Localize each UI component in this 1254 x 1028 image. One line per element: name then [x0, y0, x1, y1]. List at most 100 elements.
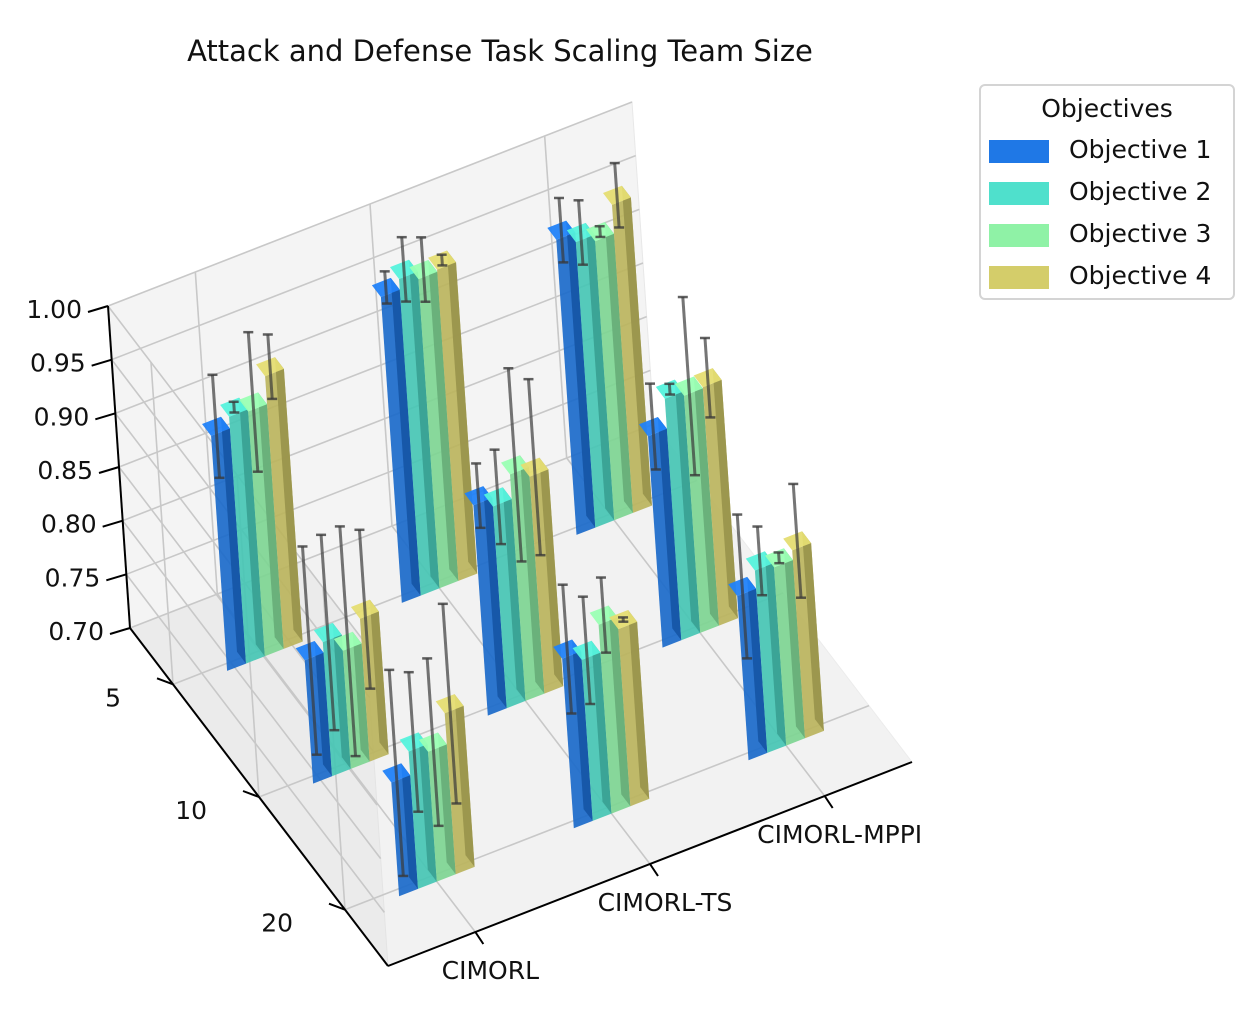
bar-CIMORL-MPPI-20-obj3	[765, 548, 805, 746]
bar-CIMORL-MPPI-5-obj3	[586, 222, 633, 521]
z-tick-label: 0.70	[48, 617, 104, 646]
bar-side-face	[608, 605, 631, 807]
error-bar	[613, 162, 621, 228]
gridline-x	[369, 203, 393, 527]
bar-side-face	[390, 277, 421, 596]
bar-CIMORL-MPPI-10-obj4	[693, 336, 738, 626]
error-bar	[300, 546, 319, 755]
error-bar	[357, 529, 372, 689]
legend-title: Objectives	[1041, 94, 1173, 123]
z-tick	[91, 358, 112, 367]
bar-CIMORL-10-obj2	[313, 533, 351, 777]
bar-CIMORL-10-obj1	[295, 545, 332, 784]
legend-item-objective-2: Objective 2	[989, 177, 1233, 208]
chart-axes: CIMORL CIMORL-TS CIMORL-MPPI 5 10 20 0.70 0.75 0…	[26, 295, 922, 985]
bar-CIMORL-20-obj4	[435, 602, 475, 875]
error-bar	[755, 526, 764, 596]
error-bar	[246, 332, 260, 472]
error-bar	[581, 596, 592, 705]
bar-side-face	[239, 397, 265, 657]
bar-side-face	[591, 640, 612, 814]
x-tick	[649, 863, 659, 877]
legend-swatch	[989, 140, 1049, 163]
bar-side-face	[408, 259, 440, 589]
legend-label: Objective 3	[1069, 219, 1212, 248]
gridline-x	[543, 135, 568, 459]
error-bar	[383, 271, 389, 304]
chart-bars	[202, 161, 824, 897]
bar-side-face	[314, 641, 332, 777]
bar-CIMORL-TS-10-obj3	[501, 367, 545, 701]
z-tick	[87, 305, 109, 313]
bar-side-face	[712, 368, 738, 619]
x-tick-label: CIMORL-MPPI	[757, 820, 922, 849]
bar-side-face	[585, 222, 615, 521]
bar-side-face	[747, 576, 768, 753]
gridline-y	[150, 362, 174, 685]
y-tick-label: 10	[175, 796, 207, 825]
bar-side-face	[539, 457, 564, 687]
error-bar	[266, 334, 274, 399]
bar-CIMORL-TS-20-obj2	[572, 595, 612, 821]
bar-CIMORL-TS-10-obj2	[483, 448, 526, 709]
y-tick	[242, 790, 260, 798]
error-bar	[232, 401, 236, 413]
bar-side-face	[258, 392, 284, 649]
z-tick	[109, 627, 131, 635]
bar-CIMORL-10-obj3	[333, 525, 370, 769]
error-bar	[425, 658, 441, 826]
error-bar	[441, 603, 458, 804]
z-tick-label: 1.00	[26, 295, 82, 324]
error-bar	[400, 237, 408, 302]
bar-side-face	[418, 732, 437, 882]
x-tick	[823, 795, 834, 809]
bar-side-face	[454, 694, 475, 867]
bar-CIMORL-5-obj3	[239, 330, 284, 657]
z-tick	[106, 573, 127, 582]
bar-CIMORL-TS-5-obj1	[371, 270, 421, 603]
bar-CIMORL-MPPI-10-obj3	[674, 295, 719, 633]
error-bar	[599, 577, 608, 653]
bar-side-face	[401, 763, 418, 889]
bar-side-face	[628, 610, 650, 799]
bar-side-face	[369, 599, 389, 755]
bar-CIMORL-5-obj1	[202, 373, 246, 671]
bar-CIMORL-MPPI-10-obj2	[655, 379, 701, 641]
chart-legend: Objectives Objective 1 Objective 2 Objec…	[979, 84, 1235, 300]
error-bar	[440, 254, 444, 266]
bar-CIMORL-TS-10-obj4	[520, 377, 564, 694]
bar-side-face	[657, 417, 682, 641]
legend-label: Objective 4	[1069, 261, 1212, 290]
bar-CIMORL-MPPI-20-obj2	[745, 525, 787, 753]
bar-CIMORL-TS-20-obj3	[589, 576, 631, 814]
error-bar	[407, 672, 420, 812]
legend-item-objective-3: Objective 3	[989, 219, 1233, 250]
y-tick	[328, 902, 346, 911]
bar-side-face	[483, 486, 507, 709]
bar-side-face	[502, 487, 526, 701]
error-bar	[319, 534, 336, 731]
bar-side-face	[352, 631, 370, 762]
bar-CIMORL-TS-5-obj2	[390, 235, 440, 596]
error-bar	[648, 383, 658, 470]
z-tick-label: 0.85	[37, 456, 93, 485]
error-bar	[210, 374, 221, 478]
z-tick	[98, 466, 120, 474]
error-bar	[526, 379, 542, 556]
bar-side-face	[783, 548, 805, 739]
x-tick-label: CIMORL-TS	[598, 888, 733, 917]
bar-side-face	[220, 416, 246, 664]
bar-side-face	[604, 222, 633, 513]
bar-CIMORL-TS-20-obj1	[553, 583, 593, 829]
bar-side-face	[332, 622, 351, 769]
y-tick-label: 5	[105, 683, 121, 712]
z-tick-label: 0.75	[45, 563, 101, 592]
error-bar	[791, 483, 803, 598]
error-bar	[598, 226, 602, 238]
legend-label: Objective 2	[1069, 177, 1212, 206]
error-bar	[338, 526, 358, 757]
z-tick-label: 0.80	[41, 510, 97, 539]
error-bar	[561, 584, 574, 714]
bar-side-face	[693, 376, 719, 626]
gridline-x	[194, 271, 219, 595]
